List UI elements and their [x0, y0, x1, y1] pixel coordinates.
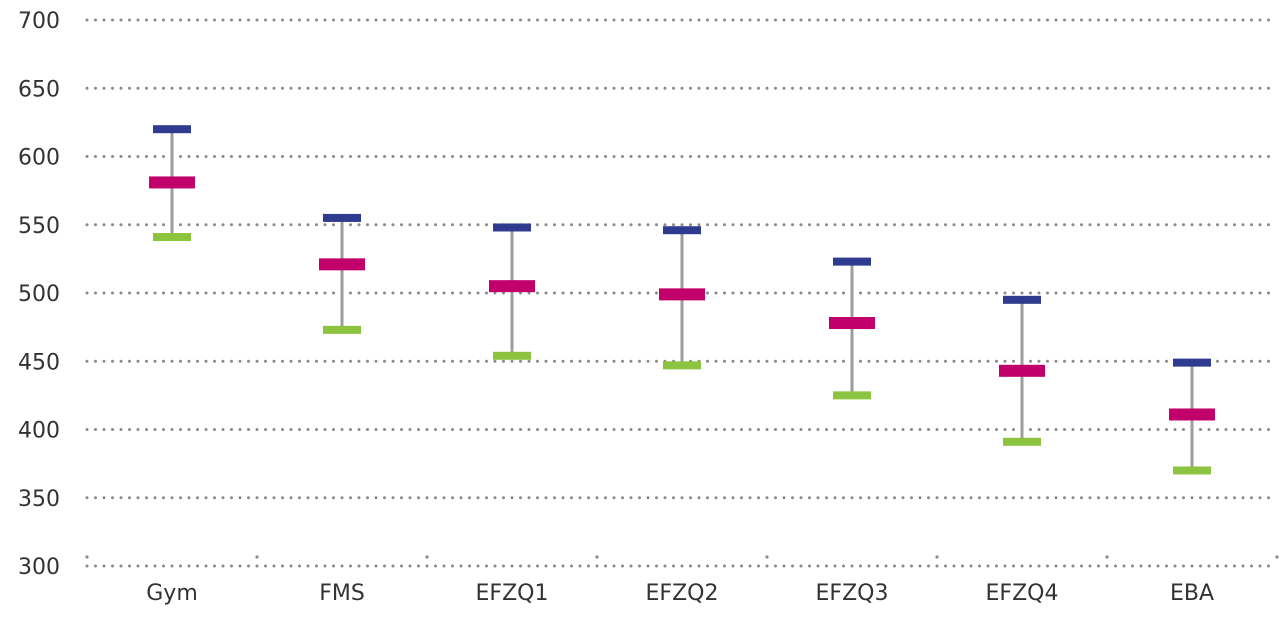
x-tick-mark: [255, 555, 259, 559]
high-mark: [493, 223, 531, 232]
low-mark: [493, 351, 531, 360]
low-mark: [663, 361, 701, 370]
x-category-label: EFZQ4: [986, 581, 1059, 606]
x-tick-mark: [765, 555, 769, 559]
low-mark: [833, 391, 871, 400]
x-category-label: EBA: [1170, 581, 1214, 606]
x-category-label: FMS: [319, 581, 365, 606]
high-mark: [833, 257, 871, 266]
x-category-label: EFZQ1: [476, 581, 549, 606]
x-category-label: EFZQ2: [646, 581, 719, 606]
y-tick-label: 550: [18, 214, 60, 239]
y-tick-label: 700: [18, 9, 60, 34]
mean-mark: [489, 280, 535, 293]
mean-mark: [999, 364, 1045, 377]
low-mark: [323, 325, 361, 334]
x-tick-mark: [1105, 555, 1109, 559]
x-tick-mark: [935, 555, 939, 559]
y-tick-label: 450: [18, 350, 60, 375]
mean-mark: [319, 258, 365, 271]
y-tick-label: 350: [18, 487, 60, 512]
high-mark: [323, 213, 361, 222]
y-tick-label: 600: [18, 146, 60, 171]
y-tick-label: 500: [18, 282, 60, 307]
low-mark: [1173, 466, 1211, 475]
mean-mark: [1169, 408, 1215, 421]
high-mark: [663, 226, 701, 235]
x-category-label: Gym: [146, 581, 198, 606]
y-tick-label: 300: [18, 555, 60, 580]
x-tick-mark: [85, 555, 89, 559]
y-tick-label: 400: [18, 419, 60, 444]
high-mark: [1173, 358, 1211, 367]
x-tick-mark: [1275, 555, 1279, 559]
mean-mark: [149, 176, 195, 189]
x-category-label: EFZQ3: [816, 581, 889, 606]
low-mark: [153, 233, 191, 242]
mean-mark: [829, 317, 875, 330]
mean-mark: [659, 288, 705, 301]
low-mark: [1003, 437, 1041, 446]
high-mark: [153, 125, 191, 134]
high-mark: [1003, 295, 1041, 304]
x-tick-mark: [595, 555, 599, 559]
x-tick-mark: [425, 555, 429, 559]
y-tick-label: 650: [18, 77, 60, 102]
